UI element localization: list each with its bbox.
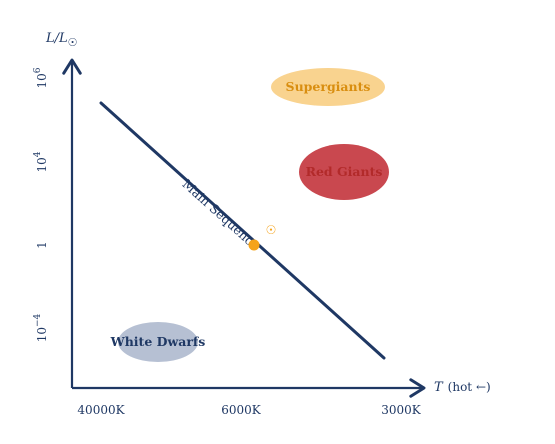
y-tick-label: 104 — [33, 151, 49, 172]
white-dwarfs-label: White Dwarfs — [110, 334, 206, 349]
y-tick-label: 1 — [35, 241, 49, 249]
x-tick-label: 40000K — [77, 403, 125, 417]
sun-symbol: ☉ — [266, 223, 277, 237]
red-giants-region — [299, 144, 389, 200]
red-giants-label: Red Giants — [306, 164, 383, 179]
x-axis-label: T (hot ←) — [434, 380, 491, 395]
y-axis-label: L/L☉ — [45, 31, 78, 49]
supergiants-label: Supergiants — [286, 79, 371, 94]
y-tick-label: 106 — [33, 67, 49, 88]
x-tick-label: 6000K — [221, 403, 262, 417]
x-tick-label: 3000K — [381, 403, 422, 417]
white-dwarfs-region — [118, 322, 198, 362]
y-tick-label: 10−4 — [33, 313, 49, 342]
sun-marker — [248, 239, 260, 251]
supergiants-region — [271, 68, 385, 106]
main-sequence-line — [99, 101, 386, 360]
